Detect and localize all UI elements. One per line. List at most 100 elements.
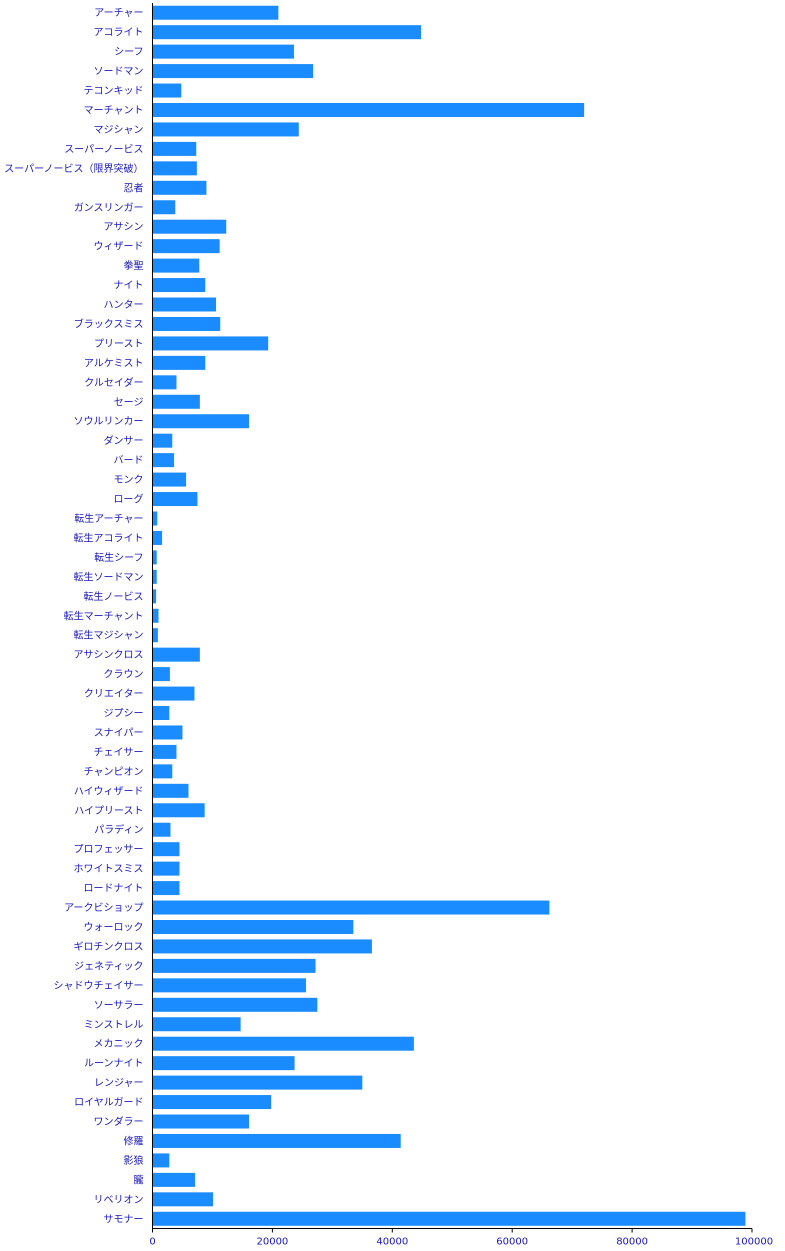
category-label-4: テコンキッド — [84, 86, 144, 97]
bar-14 — [152, 278, 206, 293]
bar-2 — [152, 44, 294, 59]
category-label-26: 転生アーチャー — [74, 512, 143, 525]
category-label-38: チェイサー — [94, 746, 144, 758]
bar-52 — [152, 1017, 241, 1032]
bar-11 — [152, 219, 227, 234]
category-label-41: ハイプリースト — [74, 805, 143, 817]
bar-47 — [152, 919, 354, 934]
bar-25 — [152, 492, 198, 507]
bar-1 — [152, 25, 422, 40]
bar-24 — [152, 472, 187, 487]
bar-58 — [152, 1133, 401, 1148]
x-tick-label-4: 80000 — [616, 1237, 648, 1248]
category-label-0: アーチャー — [94, 7, 143, 19]
bar-28 — [152, 550, 157, 565]
category-label-56: ロイヤルガード — [74, 1097, 143, 1109]
bar-49 — [152, 958, 316, 973]
bar-46 — [152, 900, 550, 915]
bars-group — [152, 5, 746, 1226]
category-label-22: ダンサー — [104, 434, 144, 447]
category-label-45: ロードナイト — [84, 883, 144, 895]
category-label-16: ブラックスミス — [74, 317, 144, 330]
category-label-58: 修羅 — [124, 1134, 144, 1147]
bar-0 — [152, 5, 279, 20]
bar-21 — [152, 414, 250, 429]
bar-35 — [152, 686, 195, 701]
category-label-51: ソーサラー — [94, 999, 144, 1011]
category-label-12: ウィザード — [94, 241, 144, 253]
category-label-7: スーパーノービス — [64, 143, 143, 155]
bar-3 — [152, 64, 314, 79]
bar-38 — [152, 744, 177, 759]
category-label-3: ソードマン — [94, 67, 144, 78]
category-label-1: アコライト — [94, 27, 144, 39]
bar-9 — [152, 180, 207, 195]
bar-18 — [152, 355, 206, 370]
category-label-27: 転生アコライト — [74, 531, 144, 544]
category-label-9: 忍者 — [124, 182, 144, 194]
category-label-19: クルセイダー — [84, 376, 143, 389]
category-label-44: ホワイトスミス — [74, 863, 144, 875]
bar-42 — [152, 822, 171, 837]
x-axis-ticks-group: 0 20000 40000 60000 80000 100000 — [149, 1228, 773, 1248]
category-label-33: アサシンクロス — [74, 649, 144, 661]
category-label-36: ジプシー — [104, 708, 144, 720]
category-label-54: ルーンナイト — [84, 1058, 144, 1070]
bar-55 — [152, 1075, 363, 1090]
category-label-53: メカニック — [94, 1038, 144, 1050]
category-label-30: 転生ノービス — [84, 590, 144, 603]
category-label-21: ソウルリンカー — [74, 416, 144, 428]
category-label-34: クラウン — [104, 669, 144, 681]
bar-17 — [152, 336, 269, 351]
bar-32 — [152, 628, 158, 643]
category-label-11: アサシン — [104, 221, 144, 233]
bar-13 — [152, 258, 200, 273]
category-label-15: ハンター — [104, 299, 144, 311]
bar-16 — [152, 316, 221, 331]
bar-30 — [152, 589, 157, 604]
category-label-10: ガンスリンガー — [74, 202, 144, 214]
bar-53 — [152, 1036, 414, 1051]
category-label-20: セージ — [114, 396, 144, 408]
bar-40 — [152, 783, 189, 798]
bar-19 — [152, 375, 177, 390]
bar-34 — [152, 667, 170, 682]
bar-44 — [152, 861, 180, 876]
bar-54 — [152, 1056, 295, 1071]
bar-31 — [152, 608, 159, 623]
bar-39 — [152, 764, 173, 779]
bar-36 — [152, 706, 170, 721]
category-label-6: マジシャン — [94, 125, 144, 136]
category-labels-group: アーチャーアコライトシーフソードマンテコンキッドマーチャントマジシャンスーパーノ… — [4, 7, 143, 1225]
category-label-43: プロフェッサー — [74, 844, 144, 856]
bar-27 — [152, 530, 163, 545]
category-label-42: パラディン — [94, 823, 143, 836]
category-label-32: 転生マジシャン — [74, 629, 144, 642]
bar-59 — [152, 1153, 170, 1168]
category-label-14: ナイト — [114, 280, 144, 292]
category-label-35: クリエイター — [84, 688, 144, 700]
bar-43 — [152, 842, 180, 857]
category-label-24: モンク — [114, 474, 144, 486]
bar-5 — [152, 102, 585, 117]
bar-51 — [152, 997, 318, 1012]
category-label-37: スナイパー — [94, 727, 144, 739]
x-tick-label-0: 0 — [149, 1237, 155, 1248]
bar-10 — [152, 200, 176, 215]
bar-29 — [152, 569, 157, 584]
bar-48 — [152, 939, 372, 954]
category-label-47: ウォーロック — [84, 921, 144, 933]
category-label-28: 転生シーフ — [94, 551, 143, 564]
bar-7 — [152, 141, 197, 156]
bar-4 — [152, 83, 182, 98]
category-label-46: アークビショップ — [64, 902, 143, 914]
x-tick-label-5: 100000 — [735, 1237, 773, 1248]
category-label-50: シャドウチェイサー — [54, 980, 144, 992]
category-label-59: 影狼 — [124, 1154, 144, 1167]
category-label-29: 転生ソードマン — [74, 570, 144, 583]
category-label-23: バード — [114, 455, 144, 467]
category-label-60: 朧 — [134, 1173, 144, 1186]
category-label-49: ジェネティック — [74, 960, 143, 972]
category-label-55: レンジャー — [94, 1078, 144, 1089]
category-label-25: ローグ — [114, 493, 144, 506]
